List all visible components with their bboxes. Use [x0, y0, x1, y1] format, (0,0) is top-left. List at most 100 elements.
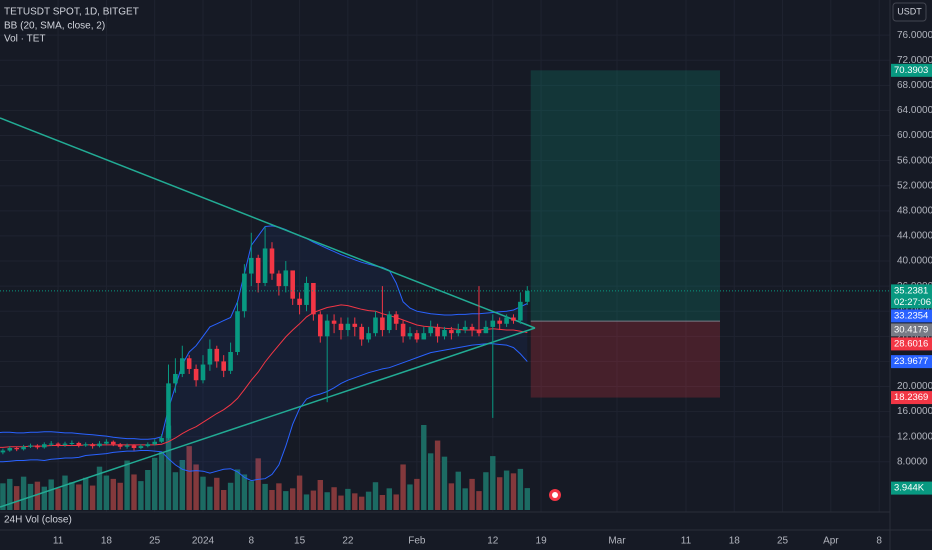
pane-label: 24H Vol (close) — [4, 515, 72, 526]
candle-body — [200, 364, 206, 381]
candle-body — [421, 333, 427, 340]
volume-bar — [131, 474, 137, 510]
candle-body — [290, 270, 295, 299]
volume-bar — [310, 490, 317, 510]
candle-body — [117, 444, 123, 447]
volume-bar — [393, 494, 399, 510]
volume-bar — [462, 488, 468, 510]
x-tick-label: 25 — [777, 536, 789, 547]
volume-bar — [386, 488, 392, 510]
volume-bar — [331, 487, 337, 510]
volume-bar — [276, 483, 282, 510]
candle-body — [276, 273, 282, 287]
candle-body — [317, 314, 323, 337]
candle-body — [124, 445, 130, 447]
volume-bar — [338, 495, 344, 510]
x-tick-label: Mar — [608, 536, 626, 547]
volume-bar — [269, 490, 275, 510]
candle-body — [145, 444, 151, 447]
candle-body — [104, 441, 109, 444]
event-icon-dot — [552, 492, 558, 498]
volume-bar — [358, 496, 365, 510]
volume-bar — [476, 491, 482, 510]
price-label-box — [891, 355, 932, 369]
candle-body — [69, 442, 75, 444]
candle-body — [518, 301, 523, 321]
countdown-label: 02:27:06 — [894, 297, 931, 308]
candle-body — [152, 441, 157, 445]
volume-bar — [103, 475, 110, 510]
x-tick-label: 11 — [53, 536, 64, 547]
volume-bar — [158, 451, 165, 510]
y-tick-label: 44.0000 — [897, 231, 932, 242]
volume-bar — [82, 477, 89, 510]
volume-bar — [76, 484, 82, 510]
candle-body — [524, 290, 530, 302]
candle-body — [352, 323, 358, 327]
volume-bar — [110, 478, 116, 510]
candle-body — [83, 444, 88, 446]
candle-body — [248, 257, 254, 274]
volume-legend: Vol · TET — [4, 34, 46, 45]
x-tick-label: 8 — [249, 536, 255, 547]
volume-bar — [524, 488, 530, 510]
y-tick-label: 56.0000 — [897, 155, 932, 166]
currency-label[interactable]: USDT — [897, 6, 922, 16]
volume-bar — [214, 477, 220, 510]
y-tick-label: 76.0000 — [897, 30, 932, 41]
volume-bar — [372, 482, 379, 510]
volume-bar — [241, 474, 248, 510]
candle-body — [193, 368, 199, 381]
candle-body — [242, 273, 247, 312]
volume-bar — [34, 481, 41, 510]
y-tick-label: 68.0000 — [897, 80, 932, 91]
price-label: 28.6016 — [894, 338, 928, 349]
price-label-box — [891, 337, 932, 351]
volume-bar — [496, 477, 503, 510]
x-tick-label: 11 — [681, 536, 692, 547]
x-tick-label: 25 — [149, 536, 161, 547]
candle-body — [179, 358, 185, 374]
volume-bar — [400, 464, 406, 510]
candle-body — [455, 330, 461, 334]
candle-body — [469, 326, 475, 331]
price-label-box — [891, 63, 932, 77]
x-tick-label: 19 — [536, 536, 548, 547]
bb-line — [0, 225, 528, 440]
volume-bar — [352, 493, 358, 510]
candle-body — [462, 326, 468, 331]
volume-bar — [145, 470, 151, 510]
bb-line — [0, 343, 528, 482]
candle-body — [41, 444, 47, 448]
candle-body — [255, 257, 261, 283]
candle-body — [55, 443, 61, 445]
candle-body — [442, 330, 447, 337]
candle-body — [400, 323, 406, 337]
candle-body — [221, 361, 226, 371]
x-tick-label: 2024 — [192, 536, 215, 547]
candle-body — [359, 326, 364, 340]
candle-body — [131, 445, 137, 448]
y-tick-label: 48.0000 — [897, 205, 932, 216]
candle-body — [207, 348, 213, 365]
volume-bar — [483, 472, 489, 510]
candle-body — [483, 326, 489, 334]
y-tick-label: 72.0000 — [897, 55, 932, 66]
price-label-box — [891, 309, 932, 323]
candle-body — [331, 320, 337, 324]
candle-body — [366, 333, 371, 340]
x-tick-label: 22 — [342, 536, 354, 547]
y-tick-label: 64.0000 — [897, 105, 932, 116]
y-tick-label: 8.0000 — [897, 456, 928, 467]
currency-button[interactable] — [892, 2, 927, 22]
candle-body — [504, 317, 509, 324]
symbol-title: TETUSDT SPOT, 1D, BITGET — [4, 7, 139, 18]
volume-bar — [427, 453, 434, 510]
volume-bar — [89, 485, 96, 510]
y-tick-label: 60.0000 — [897, 130, 932, 141]
candle-body — [311, 282, 316, 315]
candle-body — [393, 314, 399, 324]
price-label: 35.2381 — [894, 285, 928, 296]
volume-bar — [434, 440, 441, 510]
volume-bar — [220, 490, 227, 510]
